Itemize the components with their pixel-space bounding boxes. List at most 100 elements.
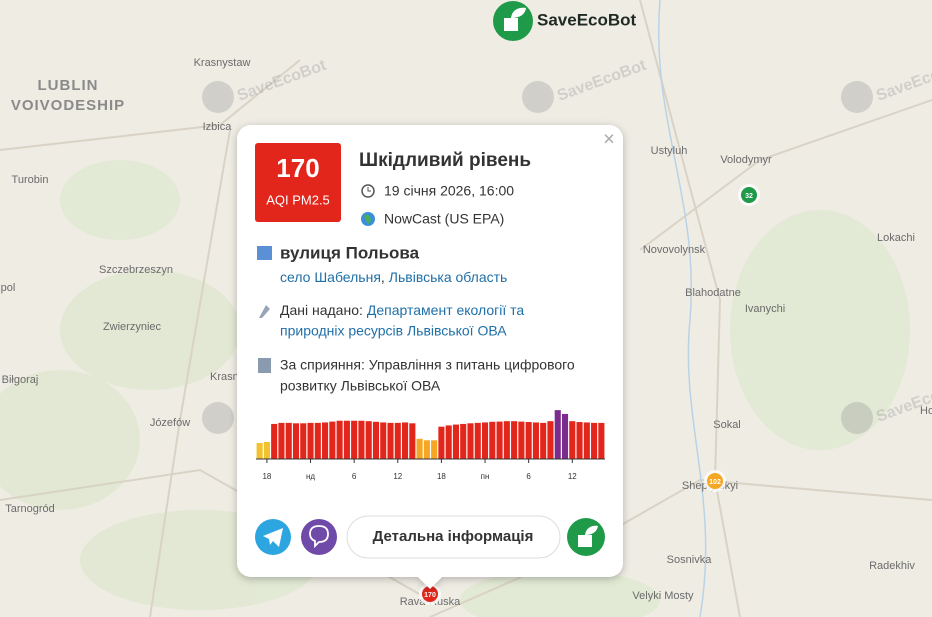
bar xyxy=(511,421,518,459)
x-tick-label: нд xyxy=(306,472,315,481)
bar xyxy=(380,422,387,459)
city-label: Krasn xyxy=(210,371,239,383)
city-label: Blahodatne xyxy=(685,287,741,299)
bar xyxy=(452,424,460,459)
bar xyxy=(540,422,547,459)
x-tick-label: 18 xyxy=(262,472,271,481)
city-label: Sokal xyxy=(713,419,741,431)
bar xyxy=(372,421,380,459)
bar xyxy=(307,422,314,459)
brand-logo: SaveEcoBot xyxy=(493,1,637,41)
map-markers: 32 102 170 xyxy=(419,184,760,605)
x-tick-label: 6 xyxy=(352,472,357,481)
bar xyxy=(503,421,510,459)
region-label: LUBLIN xyxy=(38,77,99,94)
method: NowCast (US EPA) xyxy=(384,211,504,227)
street: вулиця Польова xyxy=(280,243,420,262)
details-button-label: Детальна інформація xyxy=(373,528,534,545)
city-label: Józefów xyxy=(150,417,190,429)
bar xyxy=(518,421,525,459)
marker-label: 32 xyxy=(745,193,753,200)
marker-label: 170 xyxy=(424,592,436,599)
aqi-history-chart: 18 нд 6 12 18 пн 6 12 xyxy=(256,410,605,481)
separator: , xyxy=(381,269,385,285)
location: село Шабельня, Львівська область xyxy=(280,269,507,285)
bar xyxy=(387,422,394,459)
marker-label: 102 xyxy=(709,479,721,486)
bar xyxy=(285,422,292,459)
bar xyxy=(358,420,365,459)
bar xyxy=(256,443,263,459)
city-label: Zwierzyniec xyxy=(103,321,162,333)
bar xyxy=(322,422,329,459)
globe-land xyxy=(364,214,371,224)
city-label: Szczebrzeszyn xyxy=(99,264,173,276)
popup-card xyxy=(237,125,623,589)
city-label: Velyki Mosty xyxy=(632,590,694,602)
bar xyxy=(343,420,350,459)
bar xyxy=(591,422,598,459)
bar xyxy=(547,421,554,459)
bar xyxy=(532,422,539,459)
bar xyxy=(598,422,605,459)
bar xyxy=(394,422,401,459)
bar xyxy=(554,410,561,459)
city-label: Novovolynsk xyxy=(643,244,706,256)
saveecobot-glyph xyxy=(578,535,592,547)
bar xyxy=(576,422,583,459)
brand-name: SaveEcoBot xyxy=(537,10,637,29)
bar xyxy=(467,423,474,459)
city-label: Turobin xyxy=(12,174,49,186)
logo-glyph xyxy=(504,18,518,31)
datetime: 19 січня 2026, 16:00 xyxy=(384,183,514,199)
x-tick-label: пн xyxy=(481,472,490,481)
close-button[interactable]: × xyxy=(603,128,615,150)
bar xyxy=(496,421,503,459)
marker-dot xyxy=(741,187,757,203)
street-icon xyxy=(257,246,272,260)
bar xyxy=(460,423,467,459)
bar xyxy=(525,422,532,459)
rivers xyxy=(657,0,707,617)
telegram-glyph xyxy=(263,528,283,547)
bar xyxy=(351,420,358,459)
aqi-label: AQI PM2.5 xyxy=(266,192,330,207)
viber-glyph xyxy=(309,525,329,549)
viber-button[interactable] xyxy=(301,519,337,555)
popup: × 170 AQI PM2.5 Шкідливий рівень 19 січн… xyxy=(237,125,623,589)
x-tick-label: 12 xyxy=(568,472,577,481)
region-link[interactable]: Львівська область xyxy=(389,269,508,285)
provider-prefix: Дані надано: xyxy=(280,302,363,318)
bar xyxy=(292,423,300,459)
x-tick-label: 6 xyxy=(526,472,531,481)
support: розвитку Львівської ОВА xyxy=(280,378,441,394)
city-label: pol xyxy=(1,282,16,294)
bar xyxy=(445,425,452,459)
saveecobot-leaf xyxy=(585,525,598,535)
clock-hands xyxy=(367,187,371,192)
x-tick-label: 18 xyxy=(437,472,446,481)
city-label: Ustyluh xyxy=(651,145,688,157)
provider-link[interactable]: Департамент екології та xyxy=(367,302,525,318)
bar xyxy=(365,421,372,459)
bar xyxy=(481,422,489,459)
bar xyxy=(314,422,321,459)
x-tick-label: 12 xyxy=(393,472,402,481)
bar xyxy=(401,422,409,459)
marker-dot xyxy=(422,586,438,602)
marker-dot xyxy=(707,473,723,489)
region-label: VOIVODESHIP xyxy=(11,97,125,114)
provider-link[interactable]: природніх ресурсів Львівської ОВА xyxy=(280,323,507,339)
bar xyxy=(409,423,416,459)
bar xyxy=(569,421,576,459)
bar xyxy=(329,421,336,459)
city-label: Biłgoraj xyxy=(2,374,39,386)
city-label: Tarnogród xyxy=(5,503,55,515)
city-label: Volodymyr xyxy=(720,154,772,166)
city-label: Izbica xyxy=(203,121,233,133)
details-button[interactable] xyxy=(346,515,561,559)
provider-icon xyxy=(259,305,270,318)
village-link[interactable]: село Шабельня xyxy=(280,269,381,285)
